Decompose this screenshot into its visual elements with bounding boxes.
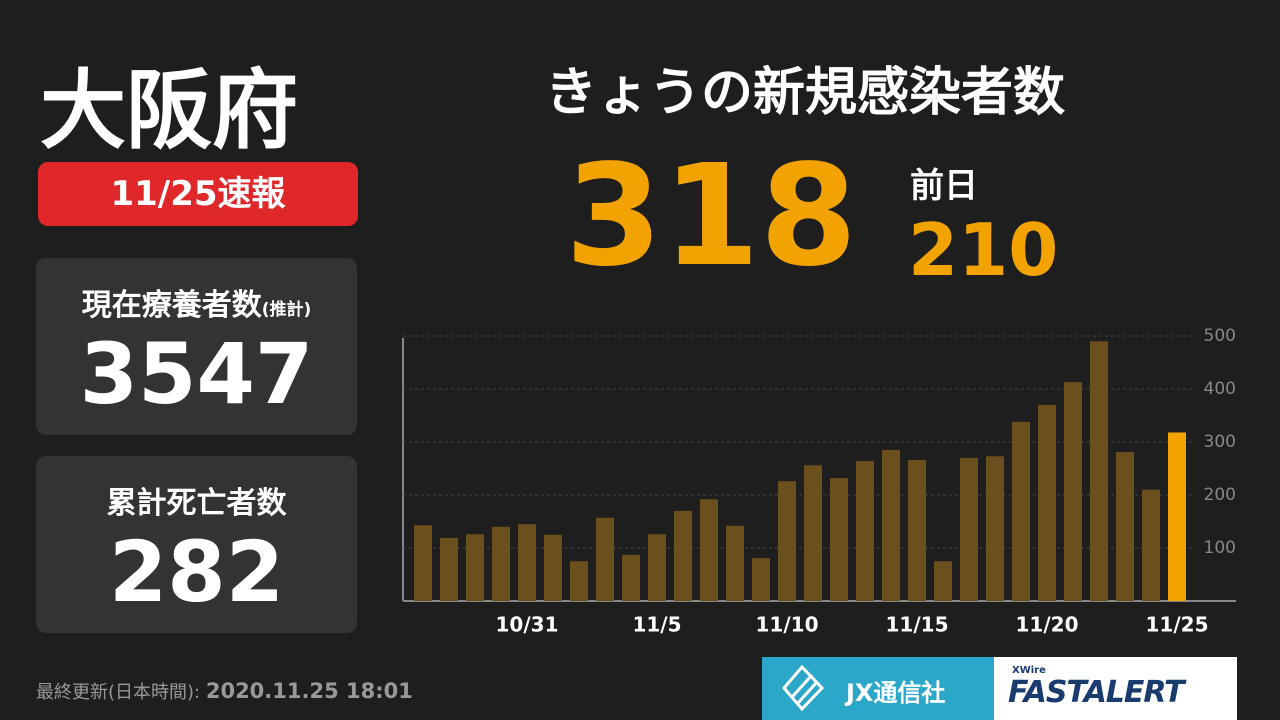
prev-label: 前日 — [910, 166, 978, 206]
bar — [882, 449, 900, 601]
card-label-text: 現在療養者数 — [81, 288, 262, 323]
bar — [830, 478, 848, 601]
bar — [1116, 452, 1134, 601]
bar — [492, 526, 510, 601]
xwire: XWire — [1012, 665, 1046, 676]
bar — [778, 481, 796, 601]
prev-value: 210 — [908, 208, 1059, 292]
jx-logo: JX通信社 — [762, 657, 994, 720]
footer: 最終更新(日本時間): 2020.11.25 18:01 — [36, 678, 413, 704]
card-label: 現在療養者数(推計) — [36, 280, 357, 324]
y-tick-label: 500 — [1204, 326, 1236, 346]
bar — [856, 461, 874, 601]
bar — [726, 525, 744, 601]
fastalert-logo: XWire FASTALERT — [994, 657, 1237, 720]
bar — [700, 499, 718, 601]
bar — [908, 460, 926, 601]
card-label: 累計死亡者数 — [106, 486, 287, 521]
bar — [622, 554, 640, 601]
bar — [1142, 489, 1160, 601]
bar — [960, 457, 978, 601]
bar — [1038, 404, 1056, 601]
x-tick-label: 11/15 — [886, 613, 949, 637]
updated-label: 最終更新(日本時間): — [36, 682, 201, 703]
bar — [934, 561, 952, 601]
card-value: 3547 — [79, 325, 314, 423]
y-tick-label: 100 — [1204, 538, 1236, 558]
bar — [1090, 341, 1108, 601]
bar — [752, 558, 770, 601]
y-tick-label: 200 — [1204, 485, 1236, 505]
jx-icon — [782, 664, 825, 712]
jx-name: JX通信社 — [846, 679, 946, 707]
bar — [518, 524, 536, 601]
card-note: (推計) — [261, 300, 312, 320]
x-tick-label: 11/5 — [632, 613, 681, 637]
y-tick-label: 300 — [1204, 432, 1236, 452]
bar — [674, 510, 692, 601]
bar — [648, 534, 666, 601]
bar — [570, 561, 588, 601]
x-tick-label: 11/10 — [756, 613, 819, 637]
bar — [466, 534, 484, 601]
card: 現在療養者数(推計) 3547 — [36, 258, 357, 435]
bar — [1168, 432, 1186, 601]
bar — [596, 517, 614, 601]
y-tick-label: 400 — [1204, 379, 1236, 399]
bar — [804, 465, 822, 601]
bar — [544, 534, 562, 601]
bar — [1064, 382, 1082, 601]
bar — [1012, 421, 1030, 601]
card: 累計死亡者数 282 — [36, 456, 357, 633]
updated: 2020.11.25 18:01 — [205, 679, 413, 703]
bar — [986, 456, 1004, 601]
fastalert: FASTALERT — [1008, 675, 1185, 710]
region: 大阪府 — [40, 61, 298, 161]
x-tick-label: 11/25 — [1146, 613, 1209, 637]
headline: きょうの新規感染者数 — [544, 63, 1065, 123]
x-tick-label: 11/20 — [1016, 613, 1079, 637]
x-tick-label: 10/31 — [496, 613, 559, 637]
card-value: 282 — [108, 523, 285, 621]
bar — [414, 525, 432, 601]
bar — [440, 537, 458, 601]
badge: 11/25速報 — [38, 162, 358, 226]
today-value: 318 — [565, 135, 858, 298]
